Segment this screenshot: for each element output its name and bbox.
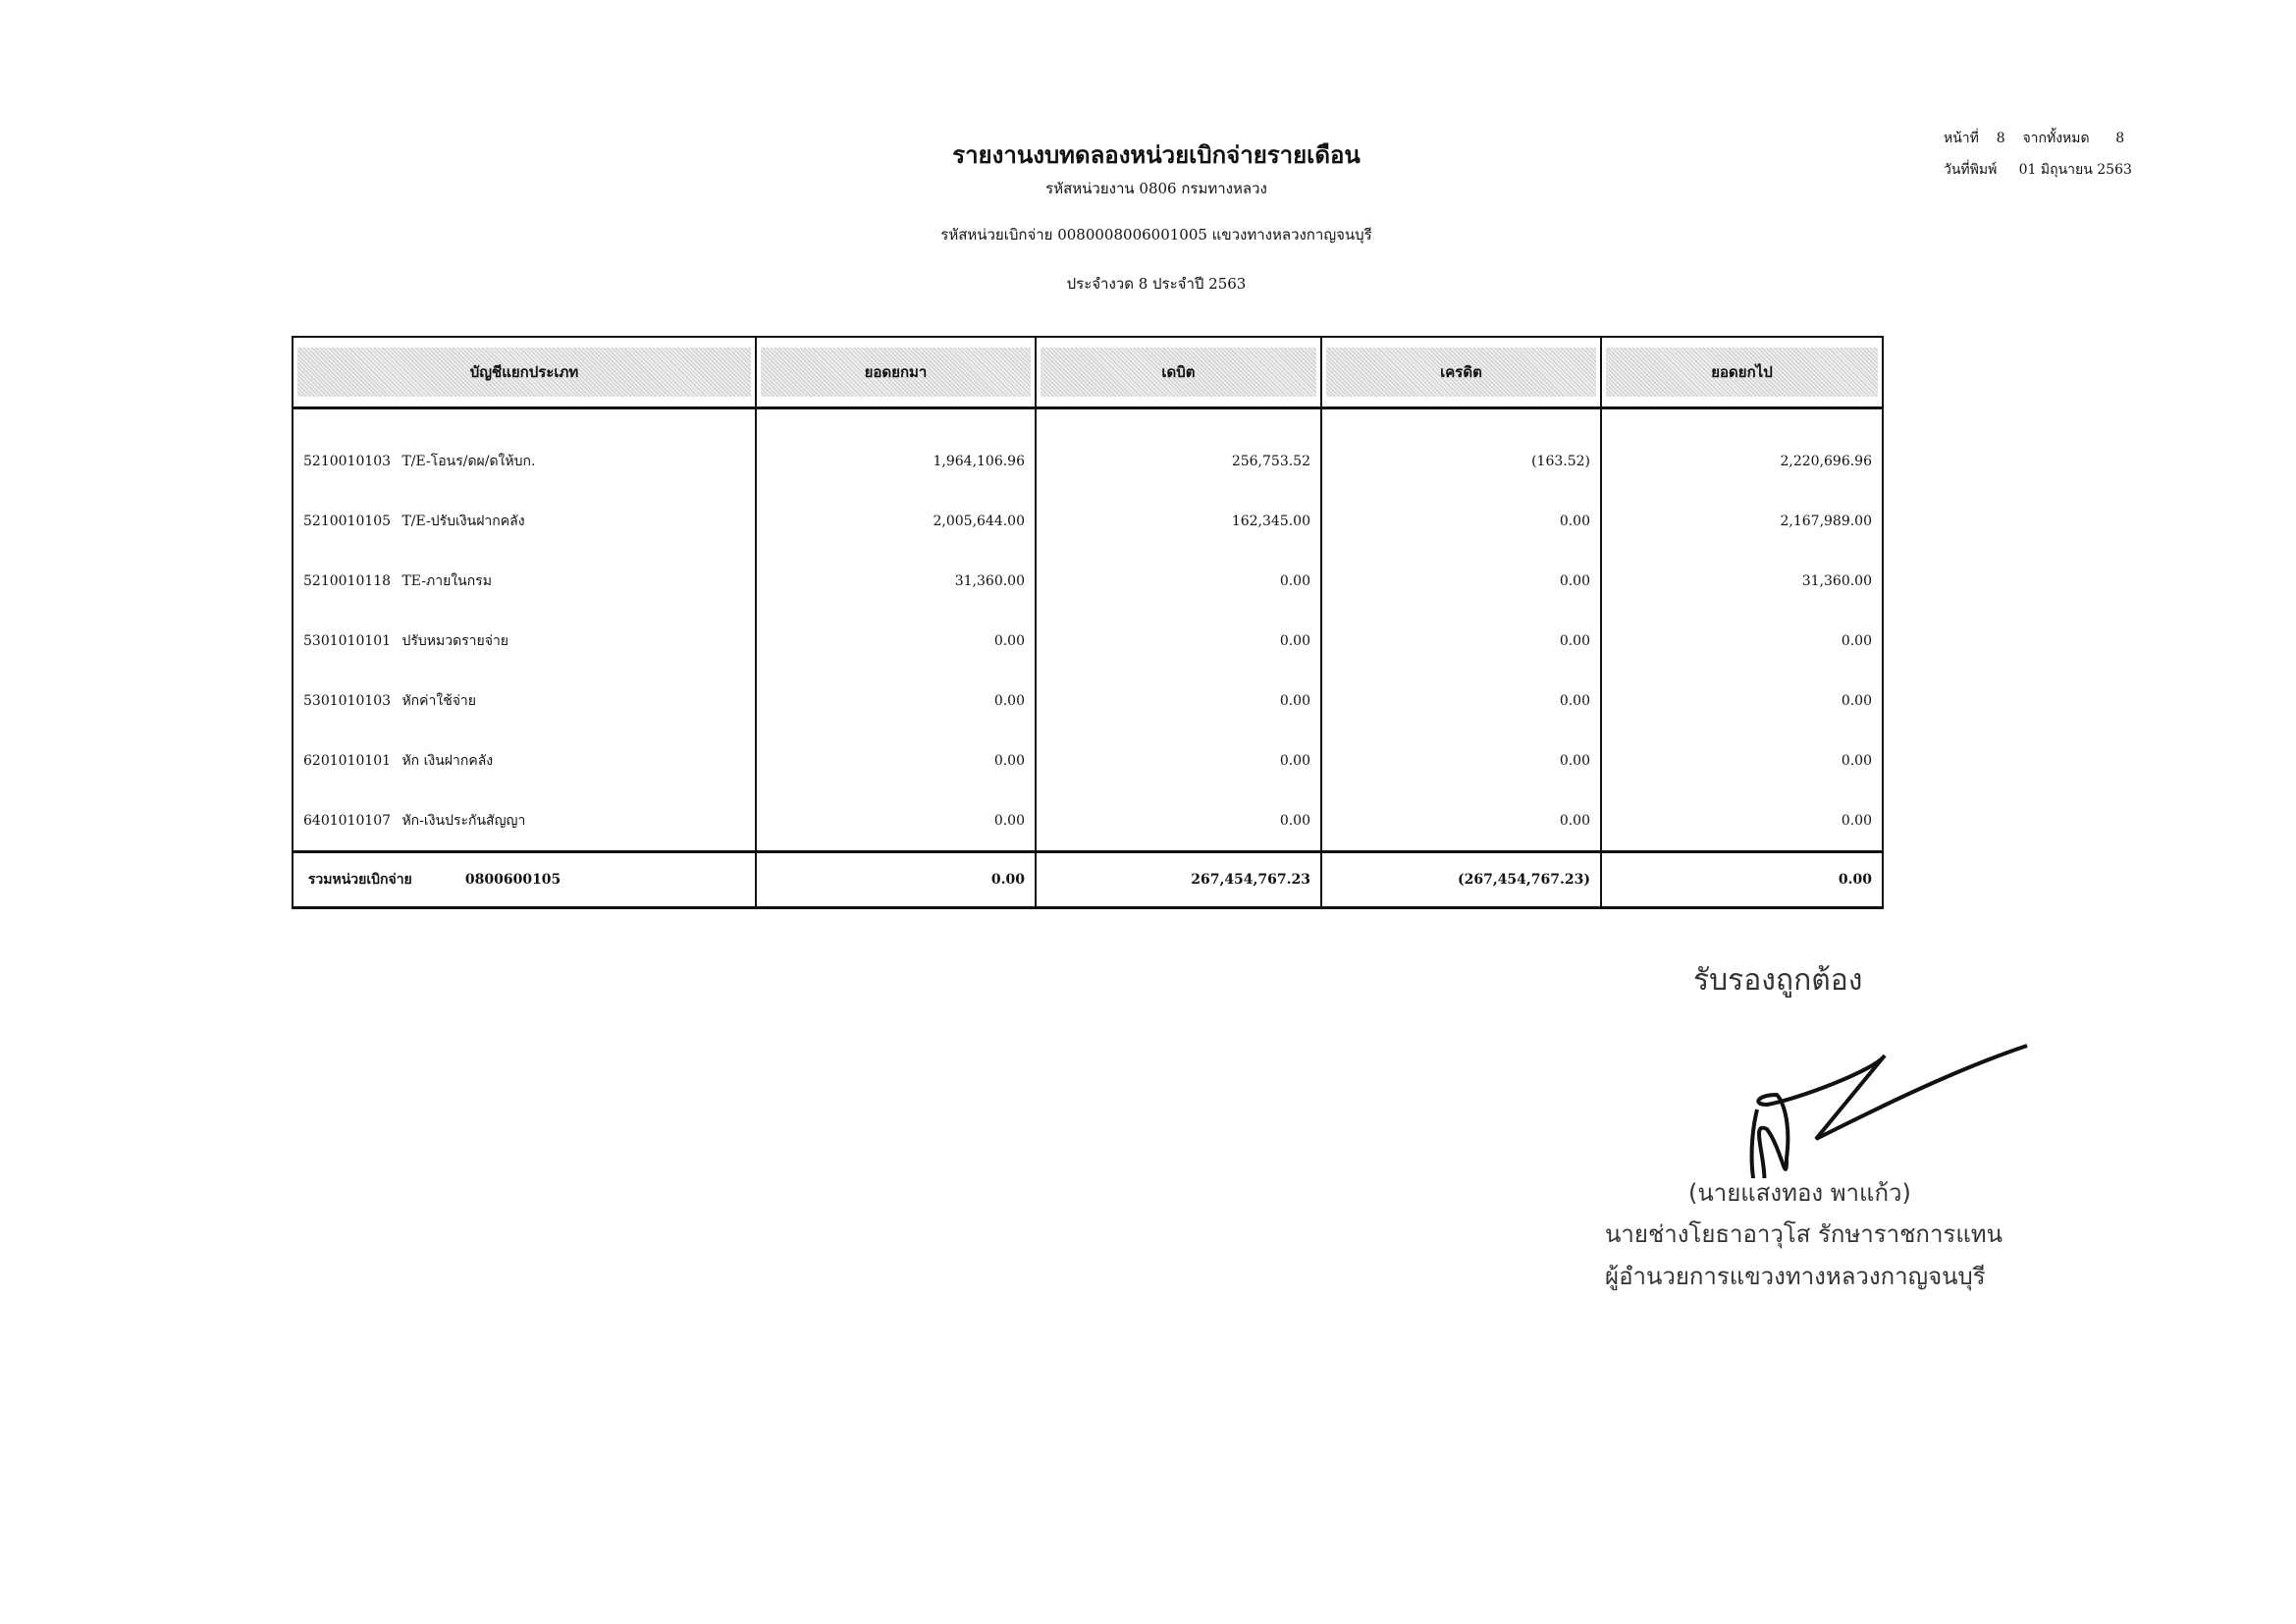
account-name: หัก-เงินประกันสัญญา — [401, 812, 526, 829]
debit-cell: 0.00 — [1035, 731, 1322, 790]
debit-cell: 0.00 — [1035, 611, 1322, 671]
total-code: 0800600105 — [464, 872, 561, 888]
account-name: T/E-ปรับเงินฝากคลัง — [401, 513, 525, 529]
column-header-account: บัญชีแยกประเภท — [292, 336, 757, 409]
table-row: 6201010101 หัก เงินฝากคลัง 0.00 0.00 0.00 0.… — [292, 731, 1884, 790]
brought-forward-cell: 0.00 — [755, 790, 1037, 852]
signer-name: (นายแสงทอง พาแก้ว) — [1688, 1179, 1911, 1207]
trial-balance-table: บัญชีแยกประเภท ยอดยกมา เดบิต เครดิต ยอดย… — [292, 336, 1884, 909]
signer-position-2: ผู้อำนวยการแขวงทางหลวงกาญจนบุรี — [1605, 1263, 1986, 1290]
account-cell: 5301010101 ปรับหมวดรายจ่าย — [292, 611, 757, 671]
credit-cell: 0.00 — [1320, 790, 1602, 852]
account-cell: 5301010103 หักค่าใช้จ่าย — [292, 671, 757, 731]
account-code: 5301010103 — [303, 692, 392, 709]
credit-cell: 0.00 — [1320, 611, 1602, 671]
account-code: 5210010105 — [303, 513, 392, 529]
carried-forward-cell: 0.00 — [1600, 671, 1884, 731]
brought-forward-cell: 31,360.00 — [755, 551, 1037, 611]
signer-position-1: นายช่างโยธาอาวุโส รักษาราชการแทน — [1605, 1220, 2003, 1248]
account-cell: 5210010103 T/E-โอนร/ดผ/ดให้บก. — [292, 407, 757, 491]
credit-cell: 0.00 — [1320, 491, 1602, 551]
brought-forward-cell: 0.00 — [755, 611, 1037, 671]
table-row: 5301010101 ปรับหมวดรายจ่าย 0.00 0.00 0.00 0.… — [292, 611, 1884, 671]
account-code: 6401010107 — [303, 812, 392, 829]
account-name: หักค่าใช้จ่าย — [401, 692, 476, 709]
carried-forward-cell: 0.00 — [1600, 611, 1884, 671]
column-header-credit: เครดิต — [1320, 336, 1602, 409]
credit-cell: 0.00 — [1320, 731, 1602, 790]
agency-line: รหัสหน่วยงาน 0806 กรมทางหลวง — [1045, 180, 1267, 197]
total-label-cell: รวมหน่วยเบิกจ่าย 0800600105 — [292, 850, 757, 909]
print-date: 01 มิถุนายน 2563 — [2018, 162, 2132, 178]
account-cell: 6201010101 หัก เงินฝากคลัง — [292, 731, 757, 790]
total-debit: 267,454,767.23 — [1035, 850, 1322, 909]
table-row: 5210010105 T/E-ปรับเงินฝากคลัง 2,005,644.… — [292, 491, 1884, 551]
page-number-info: หน้าที่ 8 จากทั้งหมด 8 — [1944, 128, 2124, 149]
page-number: 8 — [1996, 131, 2005, 146]
account-code: 5210010118 — [303, 572, 392, 589]
table-row: 6401010107 หัก-เงินประกันสัญญา 0.00 0.00 0.… — [292, 790, 1884, 852]
debit-cell: 162,345.00 — [1035, 491, 1322, 551]
disbursing-unit-line: รหัสหน่วยเบิกจ่าย 0080008006001005 แขวงท… — [940, 226, 1372, 244]
credit-cell: 0.00 — [1320, 551, 1602, 611]
table-header-row: บัญชีแยกประเภท ยอดยกมา เดบิต เครดิต ยอดย… — [292, 336, 1884, 409]
total-row: รวมหน่วยเบิกจ่าย 0800600105 0.00 267,454,76… — [292, 850, 1884, 909]
total-credit: (267,454,767.23) — [1320, 850, 1602, 909]
debit-cell: 0.00 — [1035, 551, 1322, 611]
of-label: จากทั้งหมด — [2022, 131, 2090, 146]
table-row: 5301010103 หักค่าใช้จ่าย 0.00 0.00 0.00 0.00 — [292, 671, 1884, 731]
page-label: หน้าที่ — [1944, 131, 1979, 146]
total-brought-forward: 0.00 — [755, 850, 1037, 909]
print-date-label: วันที่พิมพ์ — [1944, 162, 1998, 178]
debit-cell: 256,753.52 — [1035, 407, 1322, 491]
table-row: 5210010118 TE-ภายในกรม 31,360.00 0.00 0.00 3… — [292, 551, 1884, 611]
account-code: 5301010101 — [303, 632, 392, 649]
period-line: ประจำงวด 8 ประจำปี 2563 — [1066, 275, 1247, 293]
account-name: หัก เงินฝากคลัง — [401, 752, 494, 769]
account-cell: 6401010107 หัก-เงินประกันสัญญา — [292, 790, 757, 852]
column-header-debit: เดบิต — [1035, 336, 1322, 409]
total-pages: 8 — [2115, 131, 2125, 146]
account-name: TE-ภายในกรม — [401, 572, 492, 589]
debit-cell: 0.00 — [1035, 671, 1322, 731]
credit-cell: 0.00 — [1320, 671, 1602, 731]
print-date-info: วันที่พิมพ์ 01 มิถุนายน 2563 — [1944, 159, 2132, 181]
carried-forward-cell: 0.00 — [1600, 731, 1884, 790]
account-name: ปรับหมวดรายจ่าย — [401, 632, 509, 649]
account-code: 6201010101 — [303, 752, 392, 769]
brought-forward-cell: 2,005,644.00 — [755, 491, 1037, 551]
certification-stamp: รับรองถูกต้อง — [1693, 963, 1863, 998]
debit-cell: 0.00 — [1035, 790, 1322, 852]
column-header-carried-forward: ยอดยกไป — [1600, 336, 1884, 409]
carried-forward-cell: 2,220,696.96 — [1600, 407, 1884, 491]
total-label: รวมหน่วยเบิกจ่าย — [307, 872, 412, 888]
handwritten-signature — [1749, 1044, 2028, 1178]
account-code: 5210010103 — [303, 453, 392, 469]
brought-forward-cell: 0.00 — [755, 731, 1037, 790]
brought-forward-cell: 0.00 — [755, 671, 1037, 731]
account-name: T/E-โอนร/ดผ/ดให้บก. — [401, 453, 536, 469]
total-carried-forward: 0.00 — [1600, 850, 1884, 909]
carried-forward-cell: 2,167,989.00 — [1600, 491, 1884, 551]
carried-forward-cell: 0.00 — [1600, 790, 1884, 852]
brought-forward-cell: 1,964,106.96 — [755, 407, 1037, 491]
account-cell: 5210010105 T/E-ปรับเงินฝากคลัง — [292, 491, 757, 551]
column-header-brought-forward: ยอดยกมา — [755, 336, 1037, 409]
carried-forward-cell: 31,360.00 — [1600, 551, 1884, 611]
table-row: 5210010103 T/E-โอนร/ดผ/ดให้บก. 1,964,106.… — [292, 407, 1884, 491]
credit-cell: (163.52) — [1320, 407, 1602, 491]
report-title: รายงานงบทดลองหน่วยเบิกจ่ายรายเดือน — [952, 140, 1361, 169]
account-cell: 5210010118 TE-ภายในกรม — [292, 551, 757, 611]
